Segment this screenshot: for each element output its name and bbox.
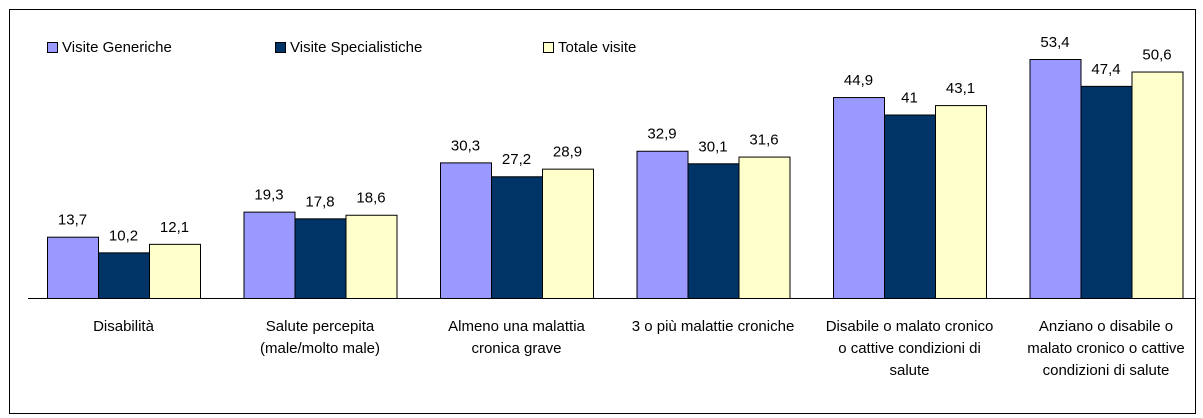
x-tick-label: Disabile o malato cronico o cattive cond…	[825, 318, 994, 379]
value-label: 47,4	[1091, 61, 1120, 78]
chart-frame	[9, 9, 1196, 414]
bar	[294, 218, 347, 299]
value-label: 13,7	[58, 212, 87, 229]
legend-label: Totale visite	[558, 39, 636, 56]
bar	[542, 168, 594, 299]
value-label: 28,9	[553, 144, 582, 161]
bar	[636, 150, 689, 299]
value-label: 30,1	[698, 138, 727, 155]
value-label: 10,2	[109, 227, 138, 244]
x-tick-label: 3 o più malattie croniche	[631, 318, 795, 335]
bar	[1131, 71, 1184, 300]
bar	[98, 252, 150, 299]
value-label: 53,4	[1040, 34, 1069, 51]
bar	[47, 236, 99, 299]
value-label: 27,2	[502, 151, 531, 168]
value-label: 30,3	[451, 137, 480, 154]
bar	[687, 163, 740, 299]
bar	[738, 156, 791, 299]
bar	[149, 243, 201, 300]
bar	[884, 114, 936, 300]
value-label: 50,6	[1142, 47, 1171, 64]
bar	[243, 211, 296, 299]
legend-label: Visite Generiche	[62, 39, 172, 56]
bar	[1029, 59, 1082, 299]
value-label: 17,8	[305, 193, 334, 210]
bar	[440, 162, 492, 299]
legend-swatch	[543, 42, 554, 53]
bar	[345, 214, 398, 299]
value-label: 19,3	[254, 187, 283, 204]
x-tick-label: Disabilità	[93, 318, 154, 335]
value-label: 41	[901, 89, 918, 106]
legend-swatch	[47, 42, 58, 53]
value-label: 43,1	[946, 80, 975, 97]
bar	[1080, 85, 1133, 300]
value-label: 31,6	[749, 132, 778, 149]
value-label: 18,6	[356, 190, 385, 207]
bar	[833, 97, 885, 299]
x-tick-label: Almeno una malattia cronica grave	[448, 318, 585, 357]
x-tick-label: Anziano o disabile o malato cronico o ca…	[1027, 318, 1185, 379]
bar	[491, 176, 543, 300]
bar	[935, 105, 987, 299]
value-label: 32,9	[647, 126, 676, 143]
legend-label: Visite Specialistiche	[290, 39, 422, 56]
x-tick-label: Salute percepita (male/molto male)	[259, 318, 381, 357]
legend-swatch	[275, 42, 286, 53]
value-label: 44,9	[844, 72, 873, 89]
value-label: 12,1	[160, 219, 189, 236]
